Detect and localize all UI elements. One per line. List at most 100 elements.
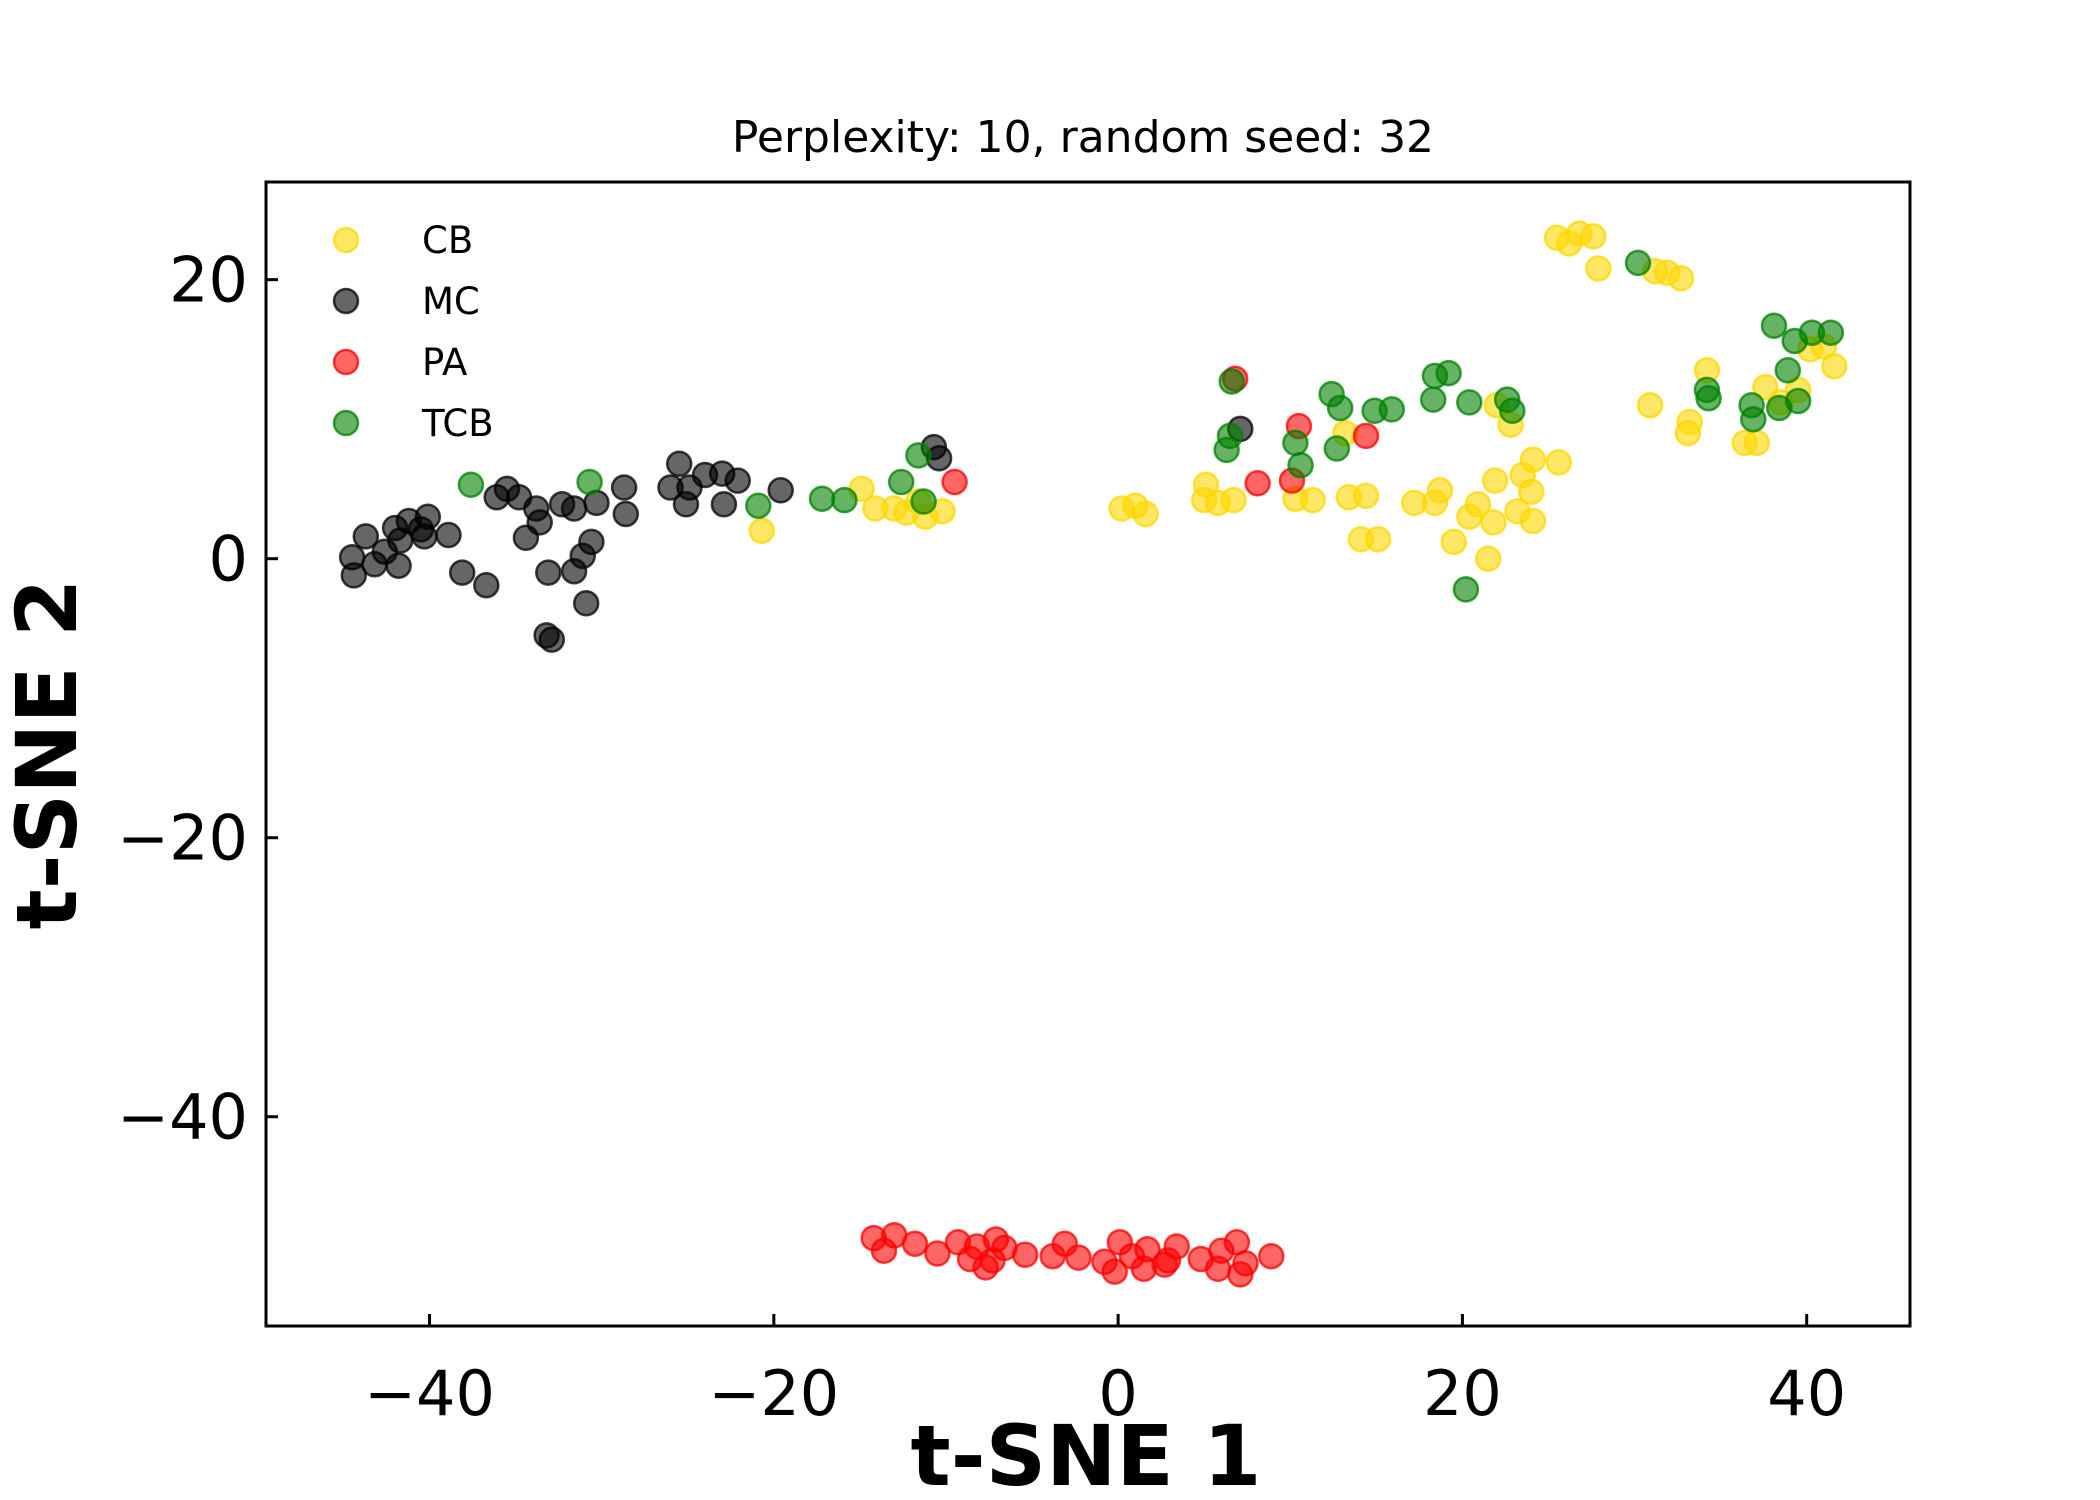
y-tick-label: 20 [169, 244, 248, 317]
x-tick-label: 20 [1423, 1357, 1502, 1430]
point-tcb [1323, 435, 1351, 462]
point-tcb [576, 468, 603, 496]
point-mc [610, 474, 638, 501]
point-tcb [910, 488, 937, 515]
point-mc [448, 559, 476, 586]
point-mc [560, 557, 588, 585]
plot-area [266, 182, 1910, 1326]
point-mc [572, 590, 600, 617]
points-layer [338, 220, 1848, 1288]
point-tcb [1760, 312, 1788, 339]
x-tick-label: 0 [1098, 1357, 1137, 1430]
point-mc [710, 491, 738, 518]
point-pa [1352, 422, 1380, 450]
point-tcb [457, 471, 485, 498]
point-tcb [1326, 394, 1354, 422]
point-cb [1518, 478, 1545, 505]
point-tcb [887, 468, 915, 496]
point-mc [352, 523, 380, 550]
point-tcb [1282, 429, 1309, 457]
point-mc [435, 521, 462, 549]
point-pa [1258, 1242, 1285, 1270]
y-axis: 20 0 −20 −40 [117, 244, 278, 1154]
point-cb [881, 495, 908, 522]
y-axis-label: t-SNE 2 [0, 579, 96, 930]
legend-label-cb: CB [422, 219, 473, 262]
point-tcb [1435, 359, 1462, 387]
point-tcb [1378, 396, 1406, 423]
point-tcb [1817, 319, 1845, 346]
point-cb [1580, 223, 1607, 250]
point-pa [924, 1240, 951, 1267]
point-cb [1752, 373, 1779, 401]
legend: CB MC PA TCB [332, 219, 494, 445]
point-tcb [905, 442, 932, 469]
legend-marker-tcb [332, 409, 360, 437]
point-cb [1464, 491, 1492, 518]
point-cb [1743, 429, 1771, 457]
point-mc [535, 559, 562, 586]
point-cb [1204, 489, 1232, 517]
point-tcb [808, 485, 836, 512]
point-mc [411, 523, 438, 550]
point-mc [560, 495, 588, 522]
point-cb [1352, 482, 1380, 510]
point-cb [1299, 486, 1326, 514]
point-pa [941, 468, 968, 496]
legend-label-tcb: TCB [421, 402, 494, 445]
point-mc [512, 524, 540, 552]
point-cb [1400, 489, 1428, 517]
legend-marker-pa [332, 348, 360, 376]
point-mc [665, 450, 693, 478]
point-pa [1163, 1233, 1190, 1260]
point-cb [1474, 545, 1502, 572]
point-mc [724, 467, 751, 494]
point-pa [1204, 1255, 1232, 1283]
legend-marker-cb [332, 226, 360, 254]
point-mc [385, 552, 412, 579]
point-tcb [1740, 405, 1767, 433]
point-mc [578, 528, 605, 556]
point-cb [1480, 509, 1507, 536]
point-mc [767, 477, 794, 504]
point-pa [1151, 1251, 1178, 1278]
point-cb [1674, 419, 1702, 447]
point-cb [1667, 265, 1695, 292]
point-cb [1821, 352, 1848, 380]
point-tcb [1456, 389, 1483, 416]
point-mc [538, 626, 566, 653]
point-cb [748, 517, 776, 545]
point-cb [1585, 255, 1612, 282]
point-cb [1519, 507, 1547, 535]
point-tcb [1784, 387, 1812, 415]
x-tick-label: 40 [1767, 1357, 1846, 1430]
point-tcb [1624, 249, 1652, 277]
plot-frame [264, 180, 1912, 1328]
point-pa [1101, 1258, 1128, 1285]
point-tcb [1218, 368, 1245, 395]
point-cb [1636, 391, 1664, 419]
point-pa [1227, 1261, 1254, 1288]
point-tcb [831, 486, 858, 514]
point-tcb [1499, 397, 1526, 425]
point-pa [1244, 470, 1271, 497]
point-cb [1440, 528, 1468, 556]
point-mc [340, 562, 368, 589]
point-tcb [1774, 357, 1802, 384]
x-axis-label: t-SNE 1 [911, 1407, 1262, 1500]
point-pa [870, 1237, 898, 1264]
point-pa [901, 1230, 929, 1257]
point-pa [1011, 1241, 1039, 1269]
point-tcb [1287, 451, 1314, 479]
point-cb [1364, 525, 1392, 553]
point-tcb [1452, 576, 1480, 603]
point-tcb [1216, 422, 1244, 450]
point-tcb [1695, 384, 1722, 412]
y-tick-label: 0 [209, 523, 248, 596]
point-tcb [1419, 386, 1447, 413]
point-cb [1481, 467, 1509, 494]
point-cb [1192, 471, 1220, 498]
point-mc [473, 571, 500, 599]
legend-label-pa: PA [422, 341, 467, 384]
